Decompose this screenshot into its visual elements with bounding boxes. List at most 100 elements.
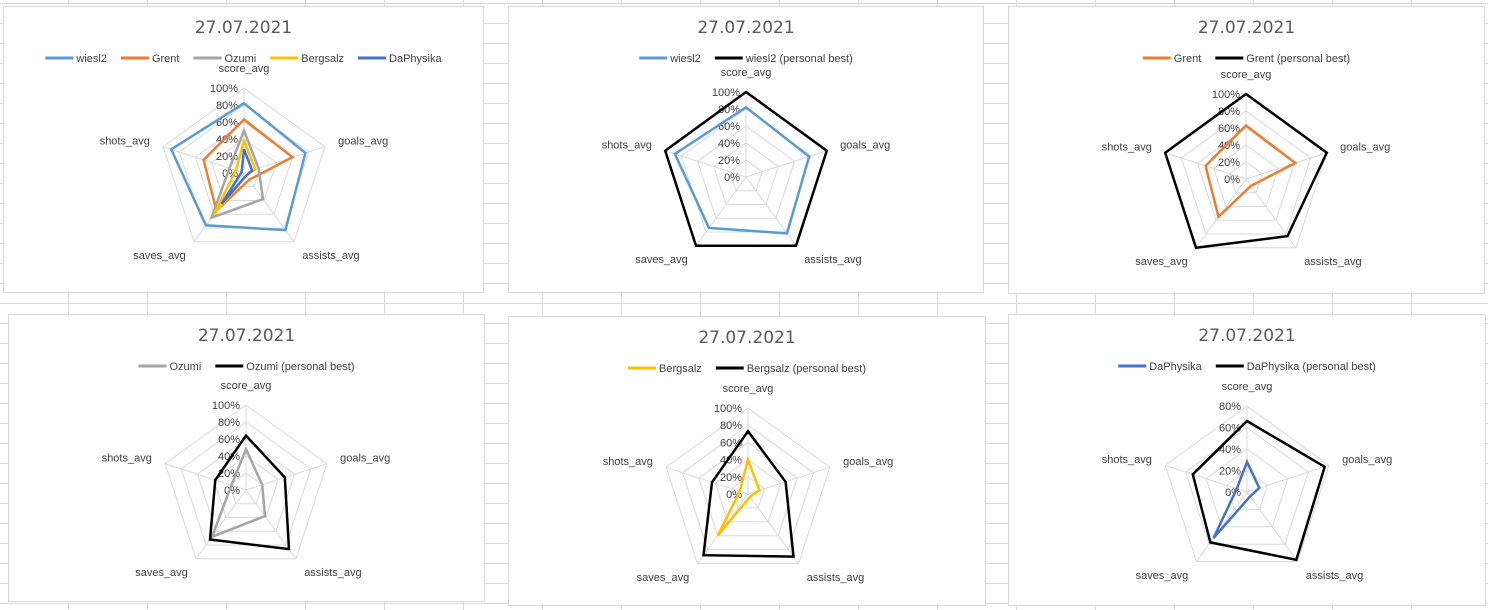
grid-spoke <box>665 150 747 178</box>
series-wiesl2-polygon <box>673 105 811 235</box>
axis-label-goals-avg: goals_avg <box>843 456 893 468</box>
axis-label-shots-avg: shots_avg <box>1102 454 1152 466</box>
grid-spoke <box>695 176 747 247</box>
radar-chart-4[interactable]: 27.07.2021 Ozumi Ozumi (personal best) 0% 20… <box>8 314 485 602</box>
series-daphysika-polygon <box>1212 458 1261 539</box>
tick-label: 20% <box>718 155 740 167</box>
tick-label: 100% <box>714 403 742 415</box>
tick-label: 20% <box>1219 466 1241 478</box>
axis-label-shots-avg: shots_avg <box>100 135 150 147</box>
grid-ring <box>682 424 814 551</box>
series-daphysika-personal-best-polygon <box>1191 419 1327 562</box>
axis-label-saves-avg: saves_avg <box>1136 570 1189 582</box>
grid-ring <box>731 476 765 509</box>
series-grent-polygon <box>202 117 295 214</box>
grid-spoke <box>1165 464 1248 493</box>
axis-label-score-avg: score_avg <box>1222 381 1273 393</box>
chart-title: 27.07.2021 <box>697 18 794 38</box>
grid-ring <box>1180 110 1312 235</box>
axis-label-assists-avg: assists_avg <box>302 250 359 262</box>
axis-label-assists-avg: assists_avg <box>1304 256 1361 268</box>
axis-label-shots-avg: shots_avg <box>102 452 152 464</box>
tick-label: 40% <box>718 138 740 150</box>
axis-label-assists-avg: assists_avg <box>1306 570 1363 582</box>
tick-label: 100% <box>212 400 240 412</box>
series-bergsalz-personal-best-polygon <box>702 429 795 558</box>
axis-label-assists-avg: assists_avg <box>807 572 864 584</box>
tick-label: 80% <box>216 100 238 112</box>
axis-label-saves-avg: saves_avg <box>637 572 690 584</box>
legend-label: wiesl2 <box>669 53 701 65</box>
legend-label: Bergsalz (personal best) <box>747 363 866 375</box>
legend-label: Grent <box>152 53 180 65</box>
grid-ring <box>698 441 798 537</box>
legend-label: Ozumi (personal best) <box>246 361 354 373</box>
axis-label-score-avg: score_avg <box>723 383 774 395</box>
tick-label: 100% <box>712 87 740 99</box>
axis-label-score-avg: score_avg <box>219 63 270 75</box>
axis-label-saves-avg: saves_avg <box>635 254 688 266</box>
grid-spoke <box>243 172 295 243</box>
grid-ring <box>714 458 782 523</box>
grid-ring <box>665 407 831 565</box>
series-daphysika-polygon <box>220 148 254 205</box>
grid-ring <box>729 159 763 192</box>
axis-label-assists-avg: assists_avg <box>304 567 361 579</box>
grid-spoke <box>1196 491 1248 562</box>
radar-chart-6[interactable]: 27.07.2021 DaPhysika DaPhysika (personal b… <box>1008 314 1486 606</box>
radar-chart-5[interactable]: 27.07.2021 Bergsalz Bergsalz (personal bes… <box>508 316 986 606</box>
tick-label: 80% <box>218 417 240 429</box>
grid-spoke <box>245 489 297 560</box>
series-bergsalz-polygon <box>716 455 762 537</box>
legend-label: Bergsalz <box>301 53 344 65</box>
tick-label: 40% <box>1219 444 1241 456</box>
chart-title: 27.07.2021 <box>1198 326 1295 346</box>
radar-chart-1[interactable]: 27.07.2021 wiesl2 Grent Ozumi Bergsalz DaPhys… <box>3 6 484 293</box>
tick-label: 60% <box>718 121 740 133</box>
grid-spoke <box>747 493 799 564</box>
axis-label-score-avg: score_avg <box>1221 69 1272 81</box>
tick-label: 60% <box>216 117 238 129</box>
grid-ring <box>1164 405 1330 563</box>
axis-label-shots-avg: shots_avg <box>603 456 653 468</box>
chart-title: 27.07.2021 <box>698 328 795 348</box>
axis-label-goals-avg: goals_avg <box>840 139 890 151</box>
grid-ring <box>1205 448 1289 528</box>
legend-label: wiesl2 (personal best) <box>745 53 853 65</box>
radar-chart-2[interactable]: 27.07.2021 wiesl2 wiesl2 (personal best) 0%… <box>508 6 984 293</box>
tick-label: 20% <box>1218 157 1240 169</box>
axis-label-goals-avg: goals_avg <box>338 135 388 147</box>
legend-label: Grent <box>1174 53 1202 65</box>
grid-spoke <box>745 150 827 178</box>
grid-ring <box>1229 161 1263 194</box>
legend-label: Ozumi <box>170 361 202 373</box>
tick-label: 80% <box>720 420 742 432</box>
axis-label-saves-avg: saves_avg <box>1135 256 1188 268</box>
tick-label: 60% <box>218 434 240 446</box>
axis-label-shots-avg: shots_avg <box>602 139 652 151</box>
axis-label-score-avg: score_avg <box>721 67 772 79</box>
series-ozumi-personal-best-polygon <box>208 433 291 551</box>
radar-chart-3[interactable]: 27.07.2021 Grent Grent (personal best) 0% 20… <box>1008 6 1485 294</box>
series-grent-polygon <box>1204 123 1298 220</box>
legend-label: DaPhysika <box>389 53 442 65</box>
legend-label: Grent (personal best) <box>1246 53 1350 65</box>
series-ozumi-polygon <box>209 127 265 220</box>
grid-spoke <box>245 463 327 491</box>
grid-spoke <box>1245 152 1327 180</box>
tick-label: 60% <box>1218 123 1240 135</box>
tick-label: 0% <box>1224 174 1240 186</box>
legend-label: Bergsalz <box>659 363 702 375</box>
grid-ring <box>1185 426 1309 545</box>
series-wiesl2-polygon <box>169 101 307 232</box>
grid-ring <box>1213 144 1279 207</box>
grid-spoke <box>195 489 247 560</box>
tick-label: 80% <box>1219 401 1241 413</box>
legend-label: DaPhysika (personal best) <box>1247 361 1376 373</box>
grid-spoke <box>745 176 797 247</box>
axis-label-saves-avg: saves_avg <box>133 250 186 262</box>
grid-spoke <box>747 466 830 495</box>
grid-ring <box>1226 469 1268 510</box>
grid-ring <box>713 142 779 205</box>
tick-label: 0% <box>724 172 740 184</box>
